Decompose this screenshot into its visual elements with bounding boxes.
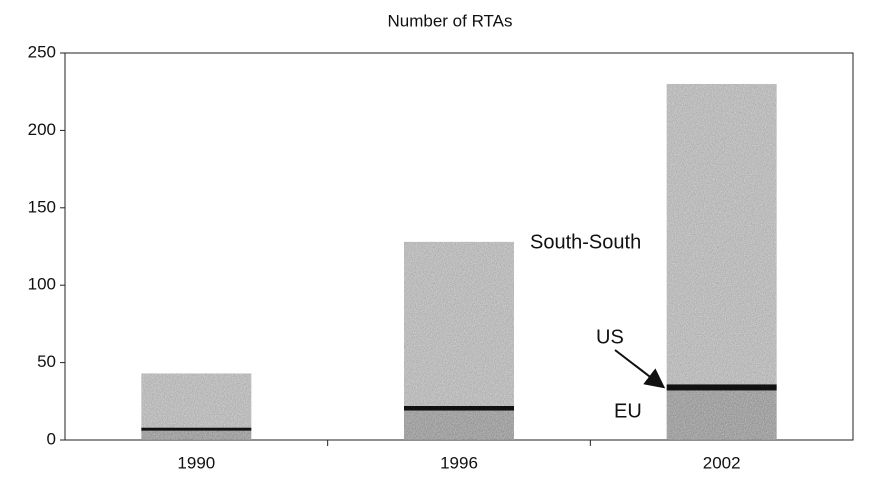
bar-segment [666,83,777,385]
x-tick-label: 1996 [440,453,478,472]
x-tick-label: 2002 [703,453,741,472]
annotation: EU [614,400,642,422]
y-tick-label: 250 [28,42,56,61]
y-tick-label: 200 [28,120,56,139]
bar-segment [141,427,252,431]
bar-segment [666,384,777,391]
bar-segment [666,390,777,440]
annotation: US [596,326,624,348]
x-tick-label: 1990 [177,453,215,472]
y-tick-label: 50 [37,352,56,371]
bar-segment [404,410,514,440]
bar-segment [141,430,252,440]
annotation-arrow [614,349,666,389]
y-tick-label: 150 [28,197,56,216]
bar-segment [404,241,514,406]
bar-segment [404,405,514,411]
bar-segment [141,373,252,428]
y-tick-label: 0 [47,429,56,448]
chart-title: Number of RTAs [387,11,512,30]
annotation: South-South [530,231,641,253]
y-tick-label: 100 [28,275,56,294]
